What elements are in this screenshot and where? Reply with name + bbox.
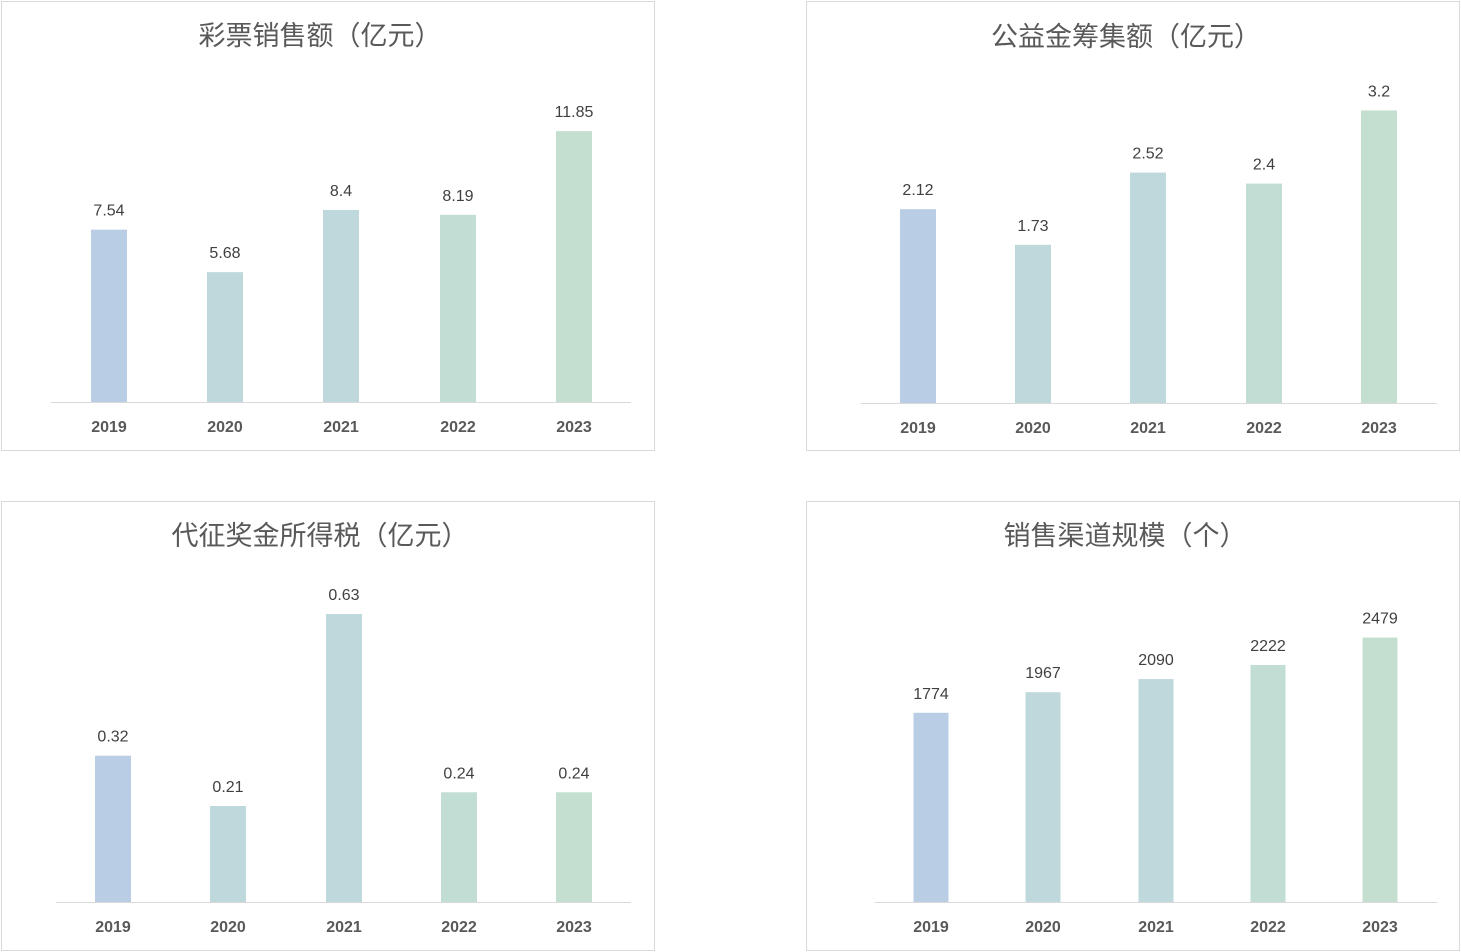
bar-2022: [1250, 664, 1286, 902]
data-label: 3.2: [1368, 83, 1390, 100]
x-tick-label: 2023: [1361, 420, 1397, 437]
bar-2021: [326, 614, 362, 902]
chart-title: 代征奖金所得税（亿元）: [172, 521, 469, 552]
data-label: 2.4: [1253, 157, 1275, 174]
data-label: 2222: [1250, 638, 1286, 655]
data-label: 11.85: [555, 104, 594, 121]
data-label: 0.21: [212, 779, 243, 796]
bar-2021: [1130, 172, 1166, 403]
data-label: 0.24: [443, 765, 474, 782]
x-tick-label: 2019: [913, 919, 949, 936]
data-label: 5.68: [209, 245, 240, 262]
x-tick-label: 2019: [95, 919, 131, 936]
bar-2023: [1361, 110, 1397, 403]
x-tick-label: 2023: [556, 919, 592, 936]
data-label: 1.73: [1017, 218, 1048, 235]
data-label: 1967: [1025, 665, 1061, 682]
bar-2020: [1015, 244, 1051, 403]
bar-2021: [323, 210, 359, 402]
chart-sales-channels: 销售渠道规模（个） 1774 2019 1967 2020 2090 2021 2222 20…: [806, 501, 1460, 951]
x-tick-label: 2022: [440, 419, 476, 436]
chart-prize-tax: 代征奖金所得税（亿元） 0.32 2019 0.21 2020 0.63 2021 0.24…: [1, 501, 655, 951]
data-label: 8.4: [330, 183, 352, 200]
data-label: 0.32: [97, 729, 128, 746]
bar-2023: [556, 792, 592, 902]
bar-2020: [1025, 692, 1061, 902]
chart-title: 公益金筹集额（亿元）: [991, 22, 1261, 53]
x-tick-label: 2022: [1250, 919, 1286, 936]
x-tick-label: 2022: [1246, 420, 1282, 437]
bar-2019: [91, 229, 127, 402]
x-tick-label: 2021: [1130, 420, 1166, 437]
x-tick-label: 2020: [207, 419, 243, 436]
data-label: 7.54: [93, 203, 124, 220]
chart-welfare-fund: 公益金筹集额（亿元） 2.12 2019 1.73 2020 2.52 2021 2.4 20…: [806, 1, 1460, 451]
bar-2019: [913, 712, 949, 902]
data-label: 2.12: [902, 182, 933, 199]
x-tick-label: 2020: [1015, 420, 1051, 437]
data-label: 2479: [1362, 611, 1398, 628]
chart-lottery-sales: 彩票销售额（亿元） 7.54 2019 5.68 2020 8.4 2021 8.19 202…: [1, 1, 655, 451]
data-label: 0.24: [558, 765, 589, 782]
data-label: 2090: [1138, 652, 1174, 669]
x-tick-label: 2021: [326, 919, 362, 936]
x-tick-label: 2021: [323, 419, 359, 436]
data-label: 2.52: [1132, 146, 1163, 163]
bar-2022: [1246, 183, 1282, 403]
data-label: 8.19: [442, 188, 473, 205]
x-tick-label: 2023: [556, 419, 592, 436]
data-label: 0.63: [328, 587, 359, 604]
chart-title: 彩票销售额（亿元）: [199, 21, 442, 52]
x-tick-label: 2022: [441, 919, 477, 936]
x-tick-label: 2019: [91, 419, 127, 436]
bar-2023: [1362, 637, 1398, 902]
x-tick-label: 2019: [900, 420, 936, 437]
x-tick-label: 2020: [1025, 919, 1061, 936]
bar-2022: [441, 792, 477, 902]
bar-2021: [1138, 679, 1174, 902]
x-tick-label: 2020: [210, 919, 246, 936]
bar-2019: [900, 209, 936, 403]
x-tick-label: 2023: [1362, 919, 1398, 936]
bar-2020: [210, 806, 246, 902]
bar-2020: [207, 272, 243, 402]
chart-title: 销售渠道规模（个）: [1004, 521, 1247, 552]
x-tick-label: 2021: [1138, 919, 1174, 936]
chart-panel-border: [806, 501, 1460, 951]
bar-2022: [440, 214, 476, 402]
bar-2019: [95, 755, 131, 902]
data-label: 1774: [913, 686, 949, 703]
bar-2023: [556, 131, 592, 402]
